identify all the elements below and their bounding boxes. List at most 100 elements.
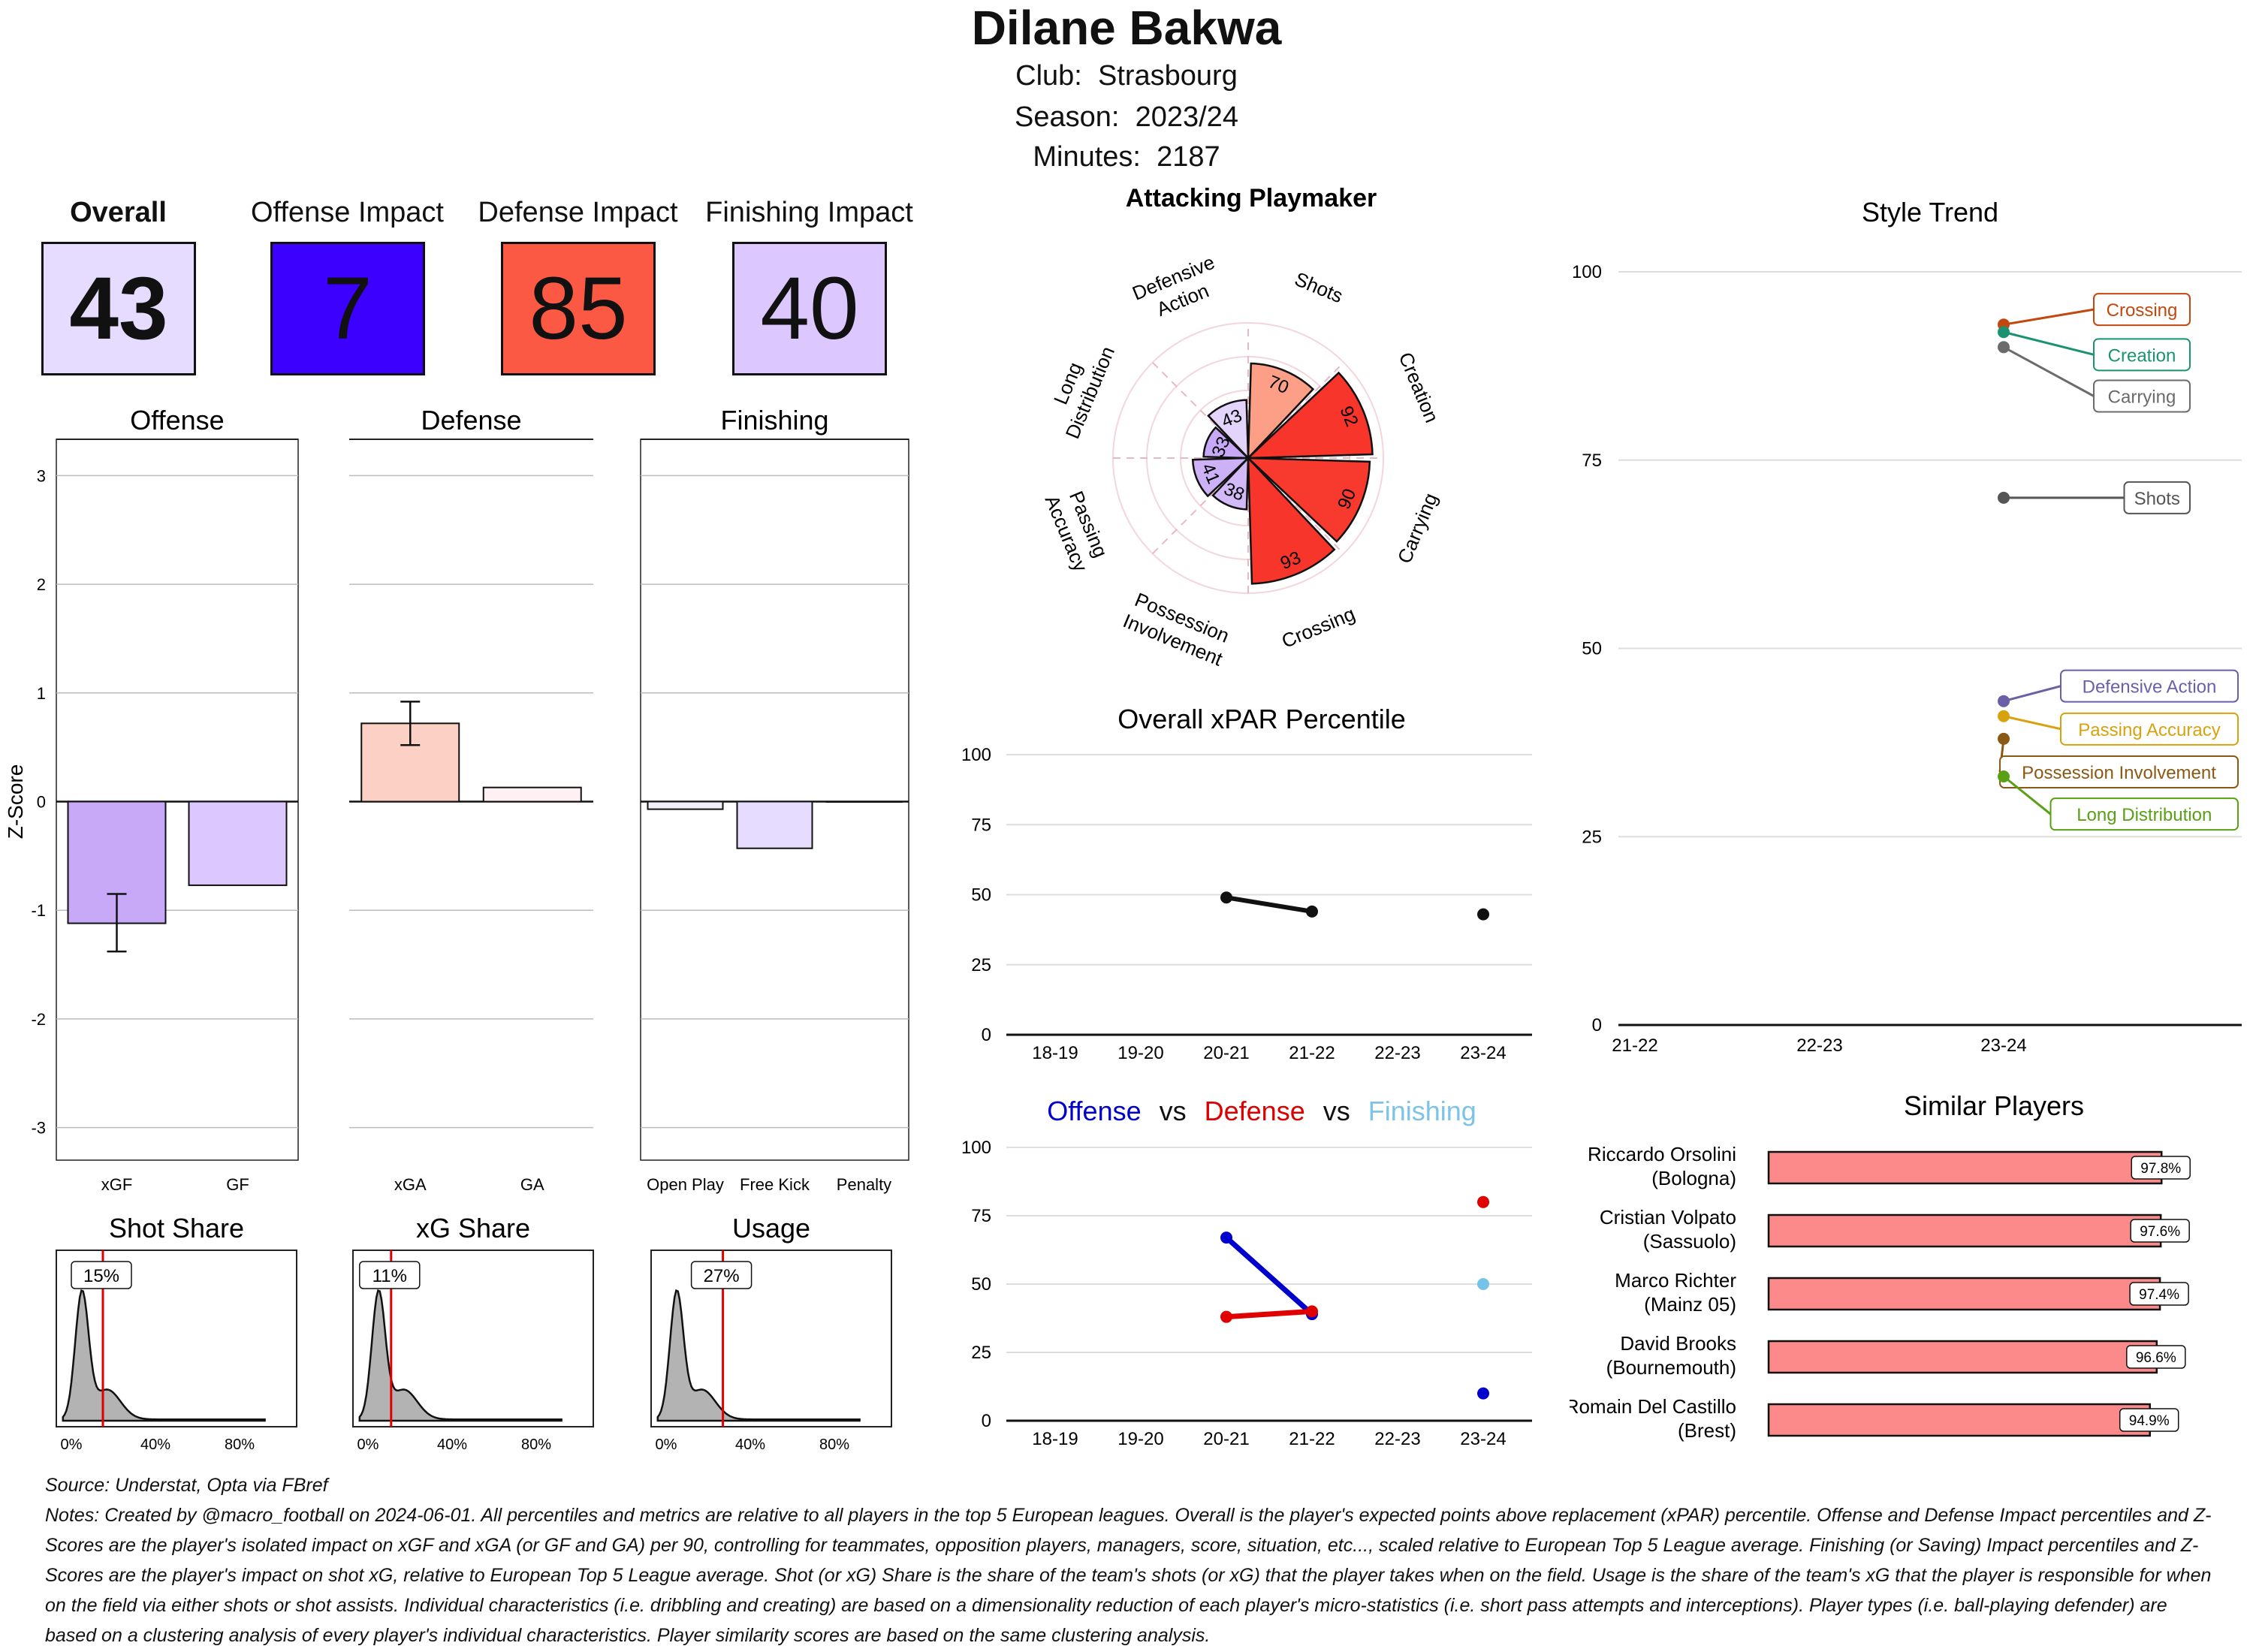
- x-tick-label: 40%: [735, 1436, 765, 1453]
- panel-title-2: Finishing: [720, 405, 828, 436]
- style-label-box: [2093, 293, 2191, 327]
- y-tick-label: 50: [971, 885, 991, 906]
- x-tick-label: 18-19: [1032, 1429, 1078, 1449]
- score-cards: Overall 43 Offense Impact 7 Defense Impact 85…: [0, 0, 946, 390]
- xpar-point: [1477, 908, 1489, 921]
- share-frame-0: [56, 1250, 297, 1427]
- similar-player-name: David Brooks: [1620, 1332, 1736, 1355]
- panel-frame-2: [640, 439, 909, 1161]
- ovdf-chart: Offense vs Defense vs Finishing 0 25 50 75 100 18-…: [961, 1096, 1532, 1449]
- share-label-box: [690, 1261, 753, 1289]
- y-tick-label: 3: [37, 466, 46, 485]
- similar-players-chart: Similar Players Riccardo Orsolini(Bologna…: [1570, 1090, 2191, 1442]
- share-frame-1: [352, 1250, 594, 1427]
- y-tick-label: 100: [961, 1138, 991, 1158]
- similar-bar: [1767, 1150, 2163, 1185]
- ovdf-title-part: vs: [1323, 1096, 1350, 1126]
- club-line: Club: Strasbourg: [676, 60, 1577, 92]
- x-tick-label: 40%: [140, 1436, 170, 1453]
- style-connector: [2003, 345, 2095, 397]
- radar-slice-creation: [1245, 371, 1374, 460]
- share-label-box: [71, 1261, 132, 1289]
- ovdf-point-offense: [1477, 1387, 1489, 1400]
- share-label: 11%: [372, 1266, 407, 1286]
- similar-value-label: 97.8%: [2140, 1161, 2181, 1177]
- ovdf-point-defense: [1306, 1305, 1318, 1318]
- radar-slice-carrying: [1245, 457, 1371, 543]
- bar-gf: [188, 800, 288, 886]
- panel-title-0: Offense: [130, 405, 224, 436]
- club-value: Strasbourg: [1097, 60, 1238, 92]
- ovdf-point-defense: [1477, 1195, 1489, 1208]
- ovdf-title: Offense vs Defense vs Finishing: [1047, 1096, 1476, 1126]
- similar-value-box: [2126, 1345, 2186, 1369]
- radar-category-label: DefensiveAction: [1129, 251, 1227, 327]
- x-tick-label: 20-21: [1203, 1429, 1249, 1449]
- season-line: Season: 2023/24: [676, 101, 1577, 134]
- x-tick-label: 18-19: [1032, 1043, 1078, 1063]
- radar-category-word: Crossing: [1278, 602, 1358, 653]
- similar-bar: [1767, 1277, 2161, 1311]
- style-label-long-distribution: Long Distribution: [2077, 805, 2212, 825]
- bar-ga: [482, 786, 582, 803]
- y-tick-label: 25: [971, 1343, 991, 1363]
- similar-bar: [1767, 1403, 2151, 1437]
- y-tick-label: 2: [37, 575, 46, 594]
- score-value-0: 43: [41, 242, 196, 375]
- similar-player-club: (Bournemouth): [1606, 1356, 1736, 1379]
- player-header: Dilane Bakwa Club: Strasbourg Season: 20…: [676, 0, 1577, 173]
- x-tick-label: 23-24: [1980, 1036, 2026, 1056]
- share-label: 27%: [704, 1266, 740, 1286]
- score-title-0: Overall: [70, 197, 167, 228]
- radar-slice-shots: [1247, 362, 1315, 461]
- radar-category-word: Carrying: [1393, 490, 1442, 566]
- player-name: Dilane Bakwa: [971, 1, 1282, 55]
- style-connector: [2003, 715, 2061, 731]
- x-tick-label: Penalty: [837, 1175, 891, 1194]
- style-label-box: [2123, 481, 2191, 514]
- zscore-chart: Z-Score Offense 3 2 1 0 -1 -2 -3 xGF GF Defense xGA G…: [4, 405, 909, 1194]
- y-tick-label: 0: [1592, 1015, 1602, 1036]
- x-tick-label: 23-24: [1460, 1429, 1506, 1449]
- share-title-1: xG Share: [416, 1213, 530, 1244]
- minutes-value: 2187: [1157, 141, 1220, 173]
- similar-value-box: [2129, 1282, 2189, 1306]
- y-tick-label: 100: [1572, 262, 1602, 282]
- x-tick-label: GA: [520, 1175, 544, 1194]
- y-tick-label: -1: [31, 901, 46, 920]
- radar-category-label: PassingAccuracy: [1041, 483, 1114, 575]
- x-tick-label: 80%: [819, 1436, 849, 1453]
- score-value-2: 85: [501, 242, 656, 375]
- radar-category-word: Shots: [1292, 267, 1347, 307]
- radar-category-label: Crossing: [1278, 602, 1358, 653]
- radar-slice-passing-accuracy: [1191, 457, 1251, 498]
- style-label-box: [2060, 669, 2239, 703]
- panel-title-1: Defense: [421, 405, 521, 436]
- share-distributions: Shot Share 15% 0% 40% 80% xG Share 11% 0% 40% 80%…: [56, 1213, 892, 1453]
- y-tick-label: 0: [982, 1411, 991, 1431]
- style-label-carrying: Carrying: [2108, 387, 2176, 407]
- score-value-3: 40: [732, 242, 887, 375]
- x-tick-label: 0%: [656, 1436, 677, 1453]
- minutes-line: Minutes: 2187: [676, 141, 1577, 173]
- y-tick-label: 0: [982, 1025, 991, 1045]
- similar-bar: [1767, 1213, 2162, 1248]
- share-title-2: Usage: [732, 1213, 810, 1244]
- score-title-2: Defense Impact: [478, 197, 678, 228]
- x-tick-label: 19-20: [1117, 1043, 1163, 1063]
- style-title: Style Trend: [1862, 197, 1998, 228]
- style-label-defensive-action: Defensive Action: [2083, 677, 2217, 698]
- x-tick-label: 21-22: [1289, 1429, 1335, 1449]
- x-tick-label: 23-24: [1460, 1043, 1506, 1063]
- radar-category-label: Creation: [1395, 349, 1443, 426]
- y-tick-label: 50: [971, 1274, 991, 1295]
- y-tick-label: 25: [1582, 827, 1602, 847]
- share-label-box: [359, 1261, 421, 1289]
- radar-category-label: LongDistribution: [1039, 334, 1119, 442]
- similar-value-box: [2131, 1156, 2191, 1180]
- similar-value-label: 94.9%: [2129, 1413, 2170, 1429]
- y-tick-label: 50: [1582, 639, 1602, 659]
- style-connector: [2003, 308, 2095, 326]
- style-trend-chart: Style Trend 0 25 50 75 100 21-22 22-23 23-24 Cros…: [1572, 197, 2242, 1056]
- similar-bar: [1767, 1340, 2158, 1374]
